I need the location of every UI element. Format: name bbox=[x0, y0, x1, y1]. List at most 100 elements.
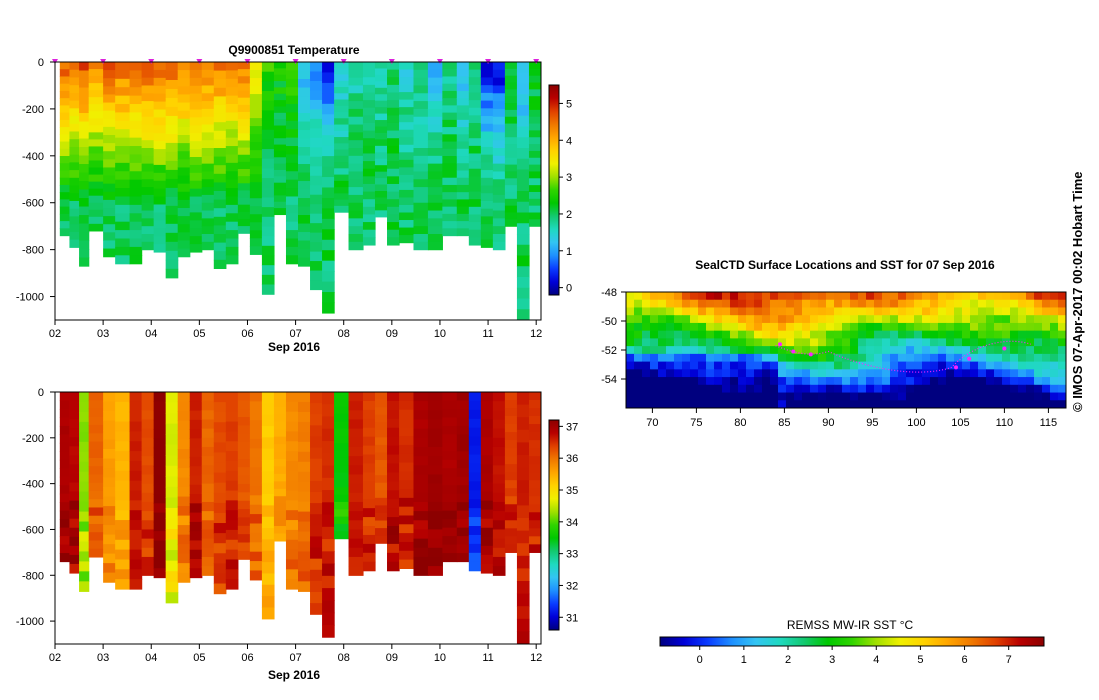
salinity-cell bbox=[129, 510, 143, 521]
sst-cell bbox=[858, 292, 867, 301]
salinity-cell bbox=[456, 519, 470, 529]
temperature-cell bbox=[374, 126, 388, 134]
temperature-cell bbox=[348, 101, 364, 110]
salinity-cell bbox=[79, 392, 90, 403]
salinity-cell bbox=[413, 410, 429, 421]
salinity-cell bbox=[88, 392, 104, 401]
temperature-cell bbox=[285, 137, 299, 147]
salinity-cell bbox=[516, 543, 530, 557]
sst-cell bbox=[858, 377, 867, 386]
salinity-cell bbox=[141, 456, 155, 466]
temperature-cell bbox=[153, 85, 167, 95]
temperature-cell bbox=[79, 147, 90, 157]
temperature-cell bbox=[177, 175, 191, 185]
temperature-cell bbox=[322, 187, 335, 199]
sst-cell bbox=[882, 346, 891, 355]
salinity-cell bbox=[456, 536, 470, 546]
y-tick-label: -200 bbox=[22, 104, 44, 116]
sst-cell bbox=[946, 377, 955, 386]
x-tick-label: 05 bbox=[193, 652, 205, 664]
salinity-cell bbox=[201, 529, 215, 540]
salinity-cell bbox=[165, 392, 179, 404]
temperature-cell bbox=[298, 104, 311, 114]
temperature-cell bbox=[285, 162, 299, 172]
salinity-cell bbox=[103, 572, 116, 583]
temperature-cell bbox=[442, 228, 458, 237]
temperature-cell bbox=[165, 70, 179, 81]
salinity-cell bbox=[348, 456, 364, 466]
temperature-cell bbox=[261, 236, 275, 247]
salinity-cell bbox=[374, 535, 388, 544]
sst-cell bbox=[954, 315, 963, 324]
temperature-cell bbox=[189, 212, 203, 221]
salinity-cell bbox=[516, 593, 530, 607]
sst-cell bbox=[634, 369, 643, 378]
salinity-cell bbox=[468, 499, 482, 509]
salinity-cell bbox=[310, 447, 323, 460]
salinity-cell bbox=[334, 501, 350, 510]
salinity-cell bbox=[213, 472, 227, 484]
map-colorbar-tick-label: 4 bbox=[873, 654, 879, 666]
salinity-cell bbox=[225, 441, 239, 452]
salinity-cell bbox=[103, 544, 116, 555]
salinity-cell bbox=[88, 441, 104, 451]
salinity-cell bbox=[399, 453, 415, 464]
salinity-cell bbox=[249, 476, 263, 487]
salinity-cell bbox=[103, 430, 116, 441]
sst-cell bbox=[746, 384, 755, 394]
sst-cell bbox=[946, 400, 955, 408]
salinity-cell bbox=[456, 434, 470, 444]
temperature-cell bbox=[528, 82, 541, 90]
temperature-cell bbox=[374, 100, 388, 108]
temperature-cell bbox=[387, 206, 400, 216]
salinity-cell bbox=[115, 500, 131, 511]
sst-cell bbox=[658, 384, 667, 394]
temperature-cell bbox=[261, 226, 275, 237]
temperature-cell bbox=[69, 85, 80, 94]
salinity-cell bbox=[153, 447, 167, 458]
salinity-cell bbox=[374, 520, 388, 529]
temperature-cell bbox=[59, 134, 71, 143]
sst-cell bbox=[778, 377, 787, 386]
sst-cell bbox=[1034, 353, 1043, 363]
salinity-cell bbox=[177, 392, 191, 403]
sst-cell bbox=[874, 292, 883, 301]
temperature-cell bbox=[387, 222, 400, 231]
sst-cell bbox=[658, 353, 667, 363]
temperature-cell bbox=[528, 109, 541, 118]
temperature-cell bbox=[387, 84, 400, 94]
sst-cell bbox=[818, 307, 827, 316]
temperature-cell bbox=[456, 206, 470, 215]
temperature-cell bbox=[322, 156, 335, 168]
temperature-cell bbox=[516, 201, 530, 214]
sst-cell bbox=[730, 353, 739, 363]
temperature-cell bbox=[165, 241, 179, 252]
map-colorbar-tick-label: 2 bbox=[785, 654, 791, 666]
salinity-cell bbox=[261, 471, 275, 484]
temperature-cell bbox=[322, 197, 335, 209]
temperature-cell bbox=[362, 199, 376, 208]
salinity-cell bbox=[399, 400, 415, 411]
sst-cell bbox=[698, 299, 707, 308]
sst-cell bbox=[698, 377, 707, 386]
salinity-cell bbox=[79, 461, 90, 473]
temperature-cell bbox=[492, 171, 506, 180]
temperature-cell bbox=[387, 100, 400, 109]
sst-cell bbox=[882, 353, 891, 363]
salinity-cell bbox=[399, 480, 415, 490]
temperature-cell bbox=[201, 69, 215, 79]
temperature-cell bbox=[225, 246, 239, 256]
temperature-cell bbox=[310, 128, 323, 139]
salinity-cell bbox=[468, 409, 482, 420]
temperature-cell bbox=[468, 122, 482, 132]
salinity-cell bbox=[165, 528, 179, 541]
temperature-cell bbox=[69, 170, 80, 179]
salinity-cell bbox=[456, 502, 470, 512]
salinity-cell bbox=[165, 571, 179, 583]
salinity-cell bbox=[225, 421, 239, 433]
temperature-cell bbox=[362, 138, 376, 147]
salinity-cell bbox=[273, 503, 287, 512]
sst-cell bbox=[658, 400, 667, 408]
temperature-cell bbox=[189, 93, 203, 103]
salinity-cell bbox=[468, 508, 482, 518]
